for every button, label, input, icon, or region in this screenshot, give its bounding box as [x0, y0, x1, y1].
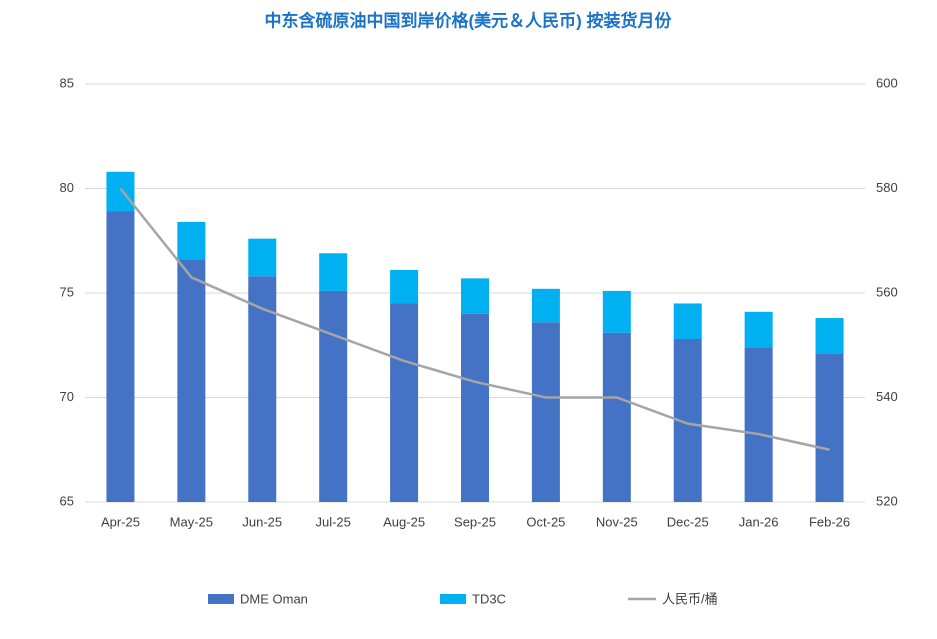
y2-tick-label: 580 [876, 180, 898, 195]
bar [815, 318, 844, 354]
bar [673, 303, 702, 339]
bar [815, 353, 844, 502]
bar [744, 311, 773, 348]
x-tick-label: Jan-26 [739, 514, 779, 529]
bar [177, 259, 206, 502]
legend-label: TD3C [472, 591, 506, 606]
y2-tick-label: 540 [876, 389, 898, 404]
y-tick-label: 75 [60, 284, 74, 299]
legend-swatch [440, 594, 466, 604]
x-tick-label: Apr-25 [101, 514, 140, 529]
bar [177, 221, 206, 260]
bar [531, 288, 560, 323]
legend-swatch [208, 594, 234, 604]
bar [319, 290, 348, 502]
x-tick-label: Oct-25 [526, 514, 565, 529]
legend-label: 人民币/桶 [662, 591, 718, 606]
x-tick-label: May-25 [170, 514, 213, 529]
x-tick-label: Jun-25 [242, 514, 282, 529]
y2-tick-label: 600 [876, 75, 898, 90]
y-tick-label: 65 [60, 493, 74, 508]
y2-tick-label: 560 [876, 284, 898, 299]
x-tick-label: Feb-26 [809, 514, 850, 529]
bar [744, 347, 773, 502]
bar [106, 211, 135, 503]
bar [461, 278, 489, 314]
x-tick-label: Nov-25 [596, 514, 638, 529]
bar [390, 303, 419, 502]
x-tick-label: Dec-25 [667, 514, 709, 529]
bar [461, 313, 489, 502]
line [119, 187, 830, 451]
chart-title: 中东含硫原油中国到岸价格(美元＆人民币) 按装货月份 [264, 10, 672, 30]
legend-label: DME Oman [240, 591, 308, 606]
x-tick-label: Jul-25 [315, 514, 350, 529]
x-tick-label: Sep-25 [454, 514, 496, 529]
y2-tick-label: 520 [876, 493, 898, 508]
bar [602, 290, 631, 333]
bar [106, 171, 135, 212]
bar [390, 270, 419, 304]
bar [602, 332, 631, 502]
y-tick-label: 80 [60, 180, 74, 195]
y-tick-label: 70 [60, 389, 74, 404]
y-tick-label: 85 [60, 75, 74, 90]
bar [531, 322, 560, 502]
bar [319, 253, 348, 291]
bar [248, 276, 277, 502]
x-tick-label: Aug-25 [383, 514, 425, 529]
bar [248, 238, 277, 277]
